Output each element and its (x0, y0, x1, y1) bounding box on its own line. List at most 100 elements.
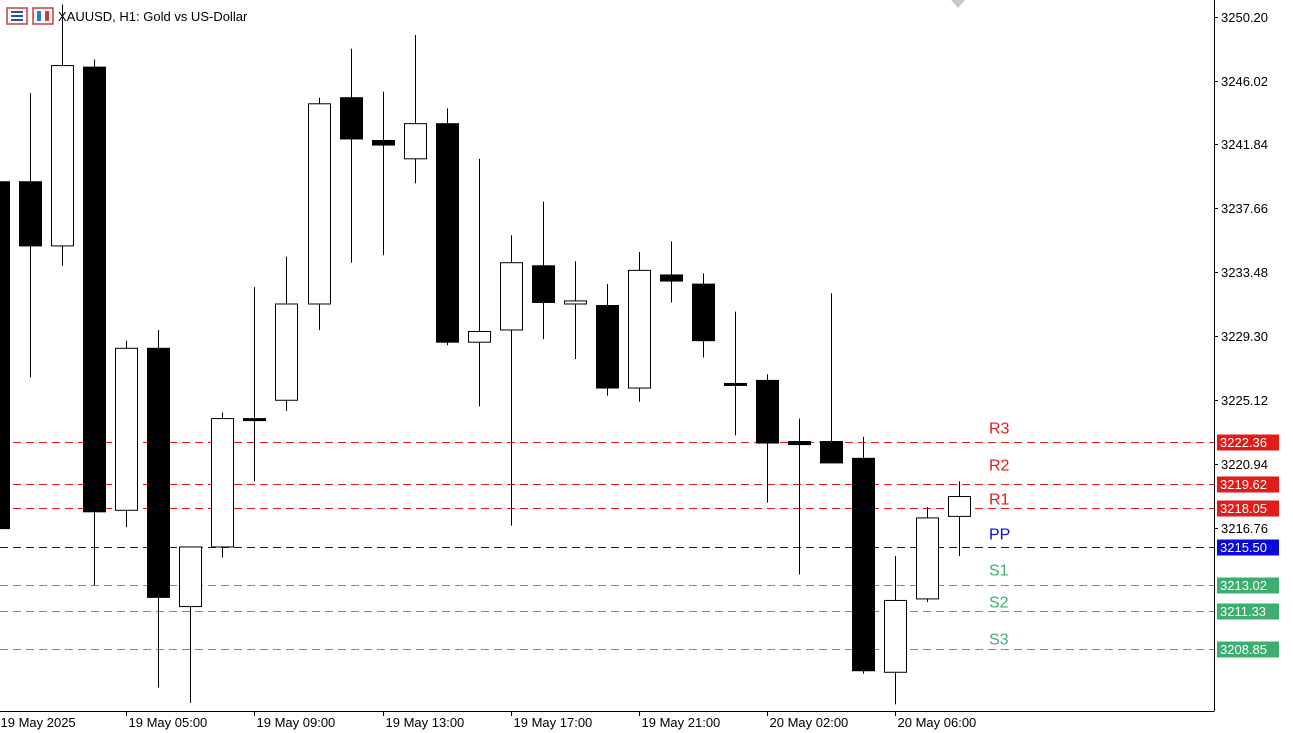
time-tick-label: 19 May 05:00 (129, 715, 208, 730)
pivot-name-pp: PP (989, 527, 1010, 544)
candle-body (692, 283, 715, 342)
candle-body (724, 382, 747, 386)
candle-body (275, 303, 298, 401)
price-tick-label: 3225.12 (1221, 393, 1268, 408)
candle (372, 91, 395, 256)
candle (660, 241, 683, 303)
pivot-price-box-r2 (1217, 476, 1279, 493)
pivot-price-box-s1 (1217, 577, 1279, 594)
candle-body (0, 181, 10, 530)
candle (724, 311, 747, 436)
candle (275, 256, 298, 411)
candle (340, 48, 363, 263)
pivot-price-box-r3 (1217, 434, 1279, 451)
pivot-price-label-s2: 3211.33 (1220, 604, 1266, 619)
candles (0, 4, 971, 705)
candle-body (500, 262, 523, 331)
candle (532, 201, 555, 340)
menu-icon[interactable] (6, 7, 28, 25)
price-tick-label: 3229.30 (1221, 329, 1268, 344)
pivot-name-s2: S2 (989, 595, 1009, 612)
candle-body (820, 441, 843, 464)
candle-body (372, 139, 395, 146)
plot-area[interactable] (0, 0, 1215, 712)
price-tick-label: 3216.76 (1221, 521, 1268, 536)
candle (147, 329, 170, 688)
symbol-title: XAUUSD, H1: Gold vs US-Dollar (58, 8, 248, 24)
time-tick-label: 20 May 06:00 (898, 715, 977, 730)
candle (243, 287, 266, 482)
pivot-name-s3: S3 (989, 632, 1009, 649)
price-tick-label: 3241.84 (1221, 137, 1268, 152)
candle-body (532, 265, 555, 303)
candle-body (51, 65, 74, 247)
pivot-price-box-s2 (1217, 603, 1279, 620)
time-tick-label: 20 May 02:00 (770, 715, 849, 730)
candle-body (948, 496, 971, 517)
candle (948, 481, 971, 557)
candle (19, 93, 42, 378)
pivot-price-label-r1: 3218.05 (1220, 501, 1267, 516)
candle-body (308, 103, 331, 305)
pivot-name-s1: S1 (989, 563, 1009, 580)
candle (115, 340, 138, 528)
candle (596, 284, 619, 396)
candle-body (404, 123, 427, 160)
candle (0, 181, 10, 530)
candle-body (756, 379, 779, 444)
price-tick-label: 3233.48 (1221, 265, 1268, 280)
candle-body (628, 269, 651, 389)
candle-body (884, 599, 907, 673)
candle (788, 418, 811, 575)
candle (852, 436, 875, 674)
time-tick-label: 19 May 21:00 (642, 715, 721, 730)
candle (211, 412, 234, 558)
candle (692, 273, 715, 358)
candle-body (852, 457, 875, 672)
candle-body (788, 441, 811, 446)
chart-title-bar: XAUUSD, H1: Gold vs US-Dollar (6, 6, 247, 26)
candle-body (916, 517, 939, 600)
candle-body (436, 123, 459, 343)
candle (564, 261, 587, 359)
pivot-price-label-pp: 3215.50 (1220, 540, 1267, 555)
candle-body (596, 305, 619, 389)
pivot-price-box-r1 (1217, 500, 1279, 517)
candle-body (19, 181, 42, 247)
candle-body (115, 347, 138, 511)
candle-body (340, 97, 363, 140)
price-tick-label: 3250.20 (1221, 10, 1268, 25)
candle-body (243, 418, 266, 422)
candle-body (468, 330, 491, 343)
pivot-name-r2: R2 (989, 458, 1010, 475)
shift-marker (951, 0, 965, 8)
candle (628, 252, 651, 402)
candle (404, 35, 427, 184)
pivot-price-label-r2: 3219.62 (1220, 477, 1267, 492)
price-tick-label: 3220.94 (1221, 457, 1268, 472)
time-tick-label: 19 May 13:00 (386, 715, 465, 730)
time-tick-label: 19 May 09:00 (257, 715, 336, 730)
pivot-price-box-pp (1217, 539, 1279, 556)
candle (51, 4, 74, 266)
candle-body (660, 274, 683, 282)
candle (916, 507, 939, 602)
pivot-price-label-s1: 3213.02 (1220, 578, 1267, 593)
time-tick-label: 19 May 17:00 (514, 715, 593, 730)
price-axis[interactable]: 3250.20 3246.02 3241.84 3237.66 3233.48 3229.… (1214, 10, 1268, 536)
price-tick-label: 3237.66 (1221, 201, 1268, 216)
candle-body (564, 300, 587, 305)
pivot-price-label-r3: 3222.36 (1220, 435, 1267, 450)
candle (436, 108, 459, 346)
candle (756, 374, 779, 503)
candle-body (83, 66, 106, 513)
candle-body (147, 347, 170, 598)
candle-body (211, 418, 234, 548)
one-click-trading-icon[interactable] (32, 7, 54, 25)
pivot-name-r1: R1 (989, 492, 1010, 509)
time-axis[interactable]: 19 May 2025 19 May 05:00 19 May 09:00 19 Ma… (0, 711, 976, 730)
pivot-price-label-s3: 3208.85 (1220, 642, 1267, 657)
candle (500, 235, 523, 526)
pivot-levels: R3 3222.36 R2 3219.62 R1 3218.05 PP 3215.50 S1 32… (0, 421, 1279, 658)
